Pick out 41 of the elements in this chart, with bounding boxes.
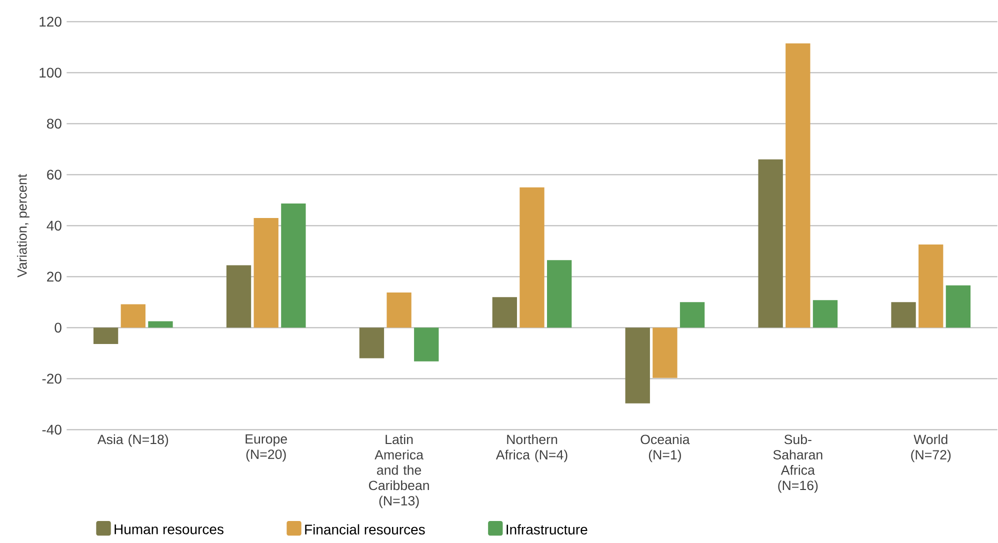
x-tick-label: Asia (N=18) xyxy=(97,434,168,447)
bar xyxy=(946,285,971,328)
x-tick-label: Latin America and the Caribbean (N=13) xyxy=(368,434,429,508)
x-tick-label: Sub-Saharan Africa (N=16) xyxy=(773,434,822,493)
y-tick-label: 40 xyxy=(46,220,62,231)
y-tick-label: 0 xyxy=(54,322,62,333)
bar xyxy=(918,244,944,328)
x-tick-label: Northern Africa (N=4) xyxy=(496,434,568,462)
bar xyxy=(786,43,810,328)
y-tick-label: 80 xyxy=(46,118,62,129)
x-tick-label: Europe (N=20) xyxy=(246,434,287,462)
legend-label: Financial resources xyxy=(305,524,425,535)
y-tick-label: 20 xyxy=(47,272,62,282)
bar xyxy=(359,328,384,358)
bar xyxy=(812,300,838,328)
x-tick-label: World (N=72) xyxy=(911,434,951,462)
bar xyxy=(386,292,412,328)
bar xyxy=(520,187,544,328)
y-tick-label: 120 xyxy=(40,16,62,27)
legend-label: Human resources xyxy=(114,524,224,534)
bar xyxy=(891,302,916,328)
bar xyxy=(254,218,278,328)
bar xyxy=(625,328,650,404)
bar xyxy=(93,328,118,344)
y-axis-title: Variation, percent xyxy=(17,174,30,278)
bar xyxy=(492,297,517,328)
bar xyxy=(547,260,572,328)
y-tick-label: 60 xyxy=(47,170,62,180)
legend-label: Infrastructure xyxy=(506,524,588,535)
bar xyxy=(652,328,678,378)
bar xyxy=(281,203,306,328)
bar xyxy=(414,328,439,362)
y-tick-label: -20 xyxy=(42,374,62,384)
bar xyxy=(226,265,252,328)
bar xyxy=(120,304,146,328)
y-tick-label: 100 xyxy=(40,68,62,78)
y-tick-label: -40 xyxy=(42,424,62,435)
bar xyxy=(148,321,173,328)
x-tick-label: Oceania (N=1) xyxy=(640,434,690,462)
bar xyxy=(758,159,783,328)
bar xyxy=(680,302,705,328)
